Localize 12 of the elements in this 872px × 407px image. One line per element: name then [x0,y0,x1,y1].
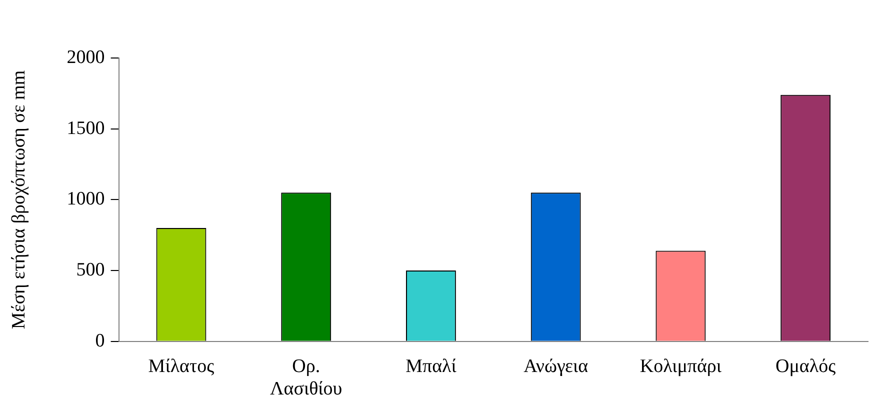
y-axis-title: Μέση ετήσια βροχόπτωση σε mm [8,70,30,330]
x-tick-label: Ανώγεια [524,356,588,377]
x-tick-label: Ορ. Λασιθίου [270,356,342,400]
x-tick-label: Ομαλός [776,356,836,377]
y-tick-label: 1500 [66,118,105,139]
y-tick-label: 1000 [66,188,105,210]
x-tick-label: Μπαλί [406,356,458,377]
x-tick-label: Κολιμπάρι [640,356,722,377]
y-tick-label: 0 [95,330,105,352]
y-tick-label: 500 [76,260,105,281]
y-tick-label: 2000 [66,46,105,68]
x-tick-label: Μίλατος [148,356,215,377]
